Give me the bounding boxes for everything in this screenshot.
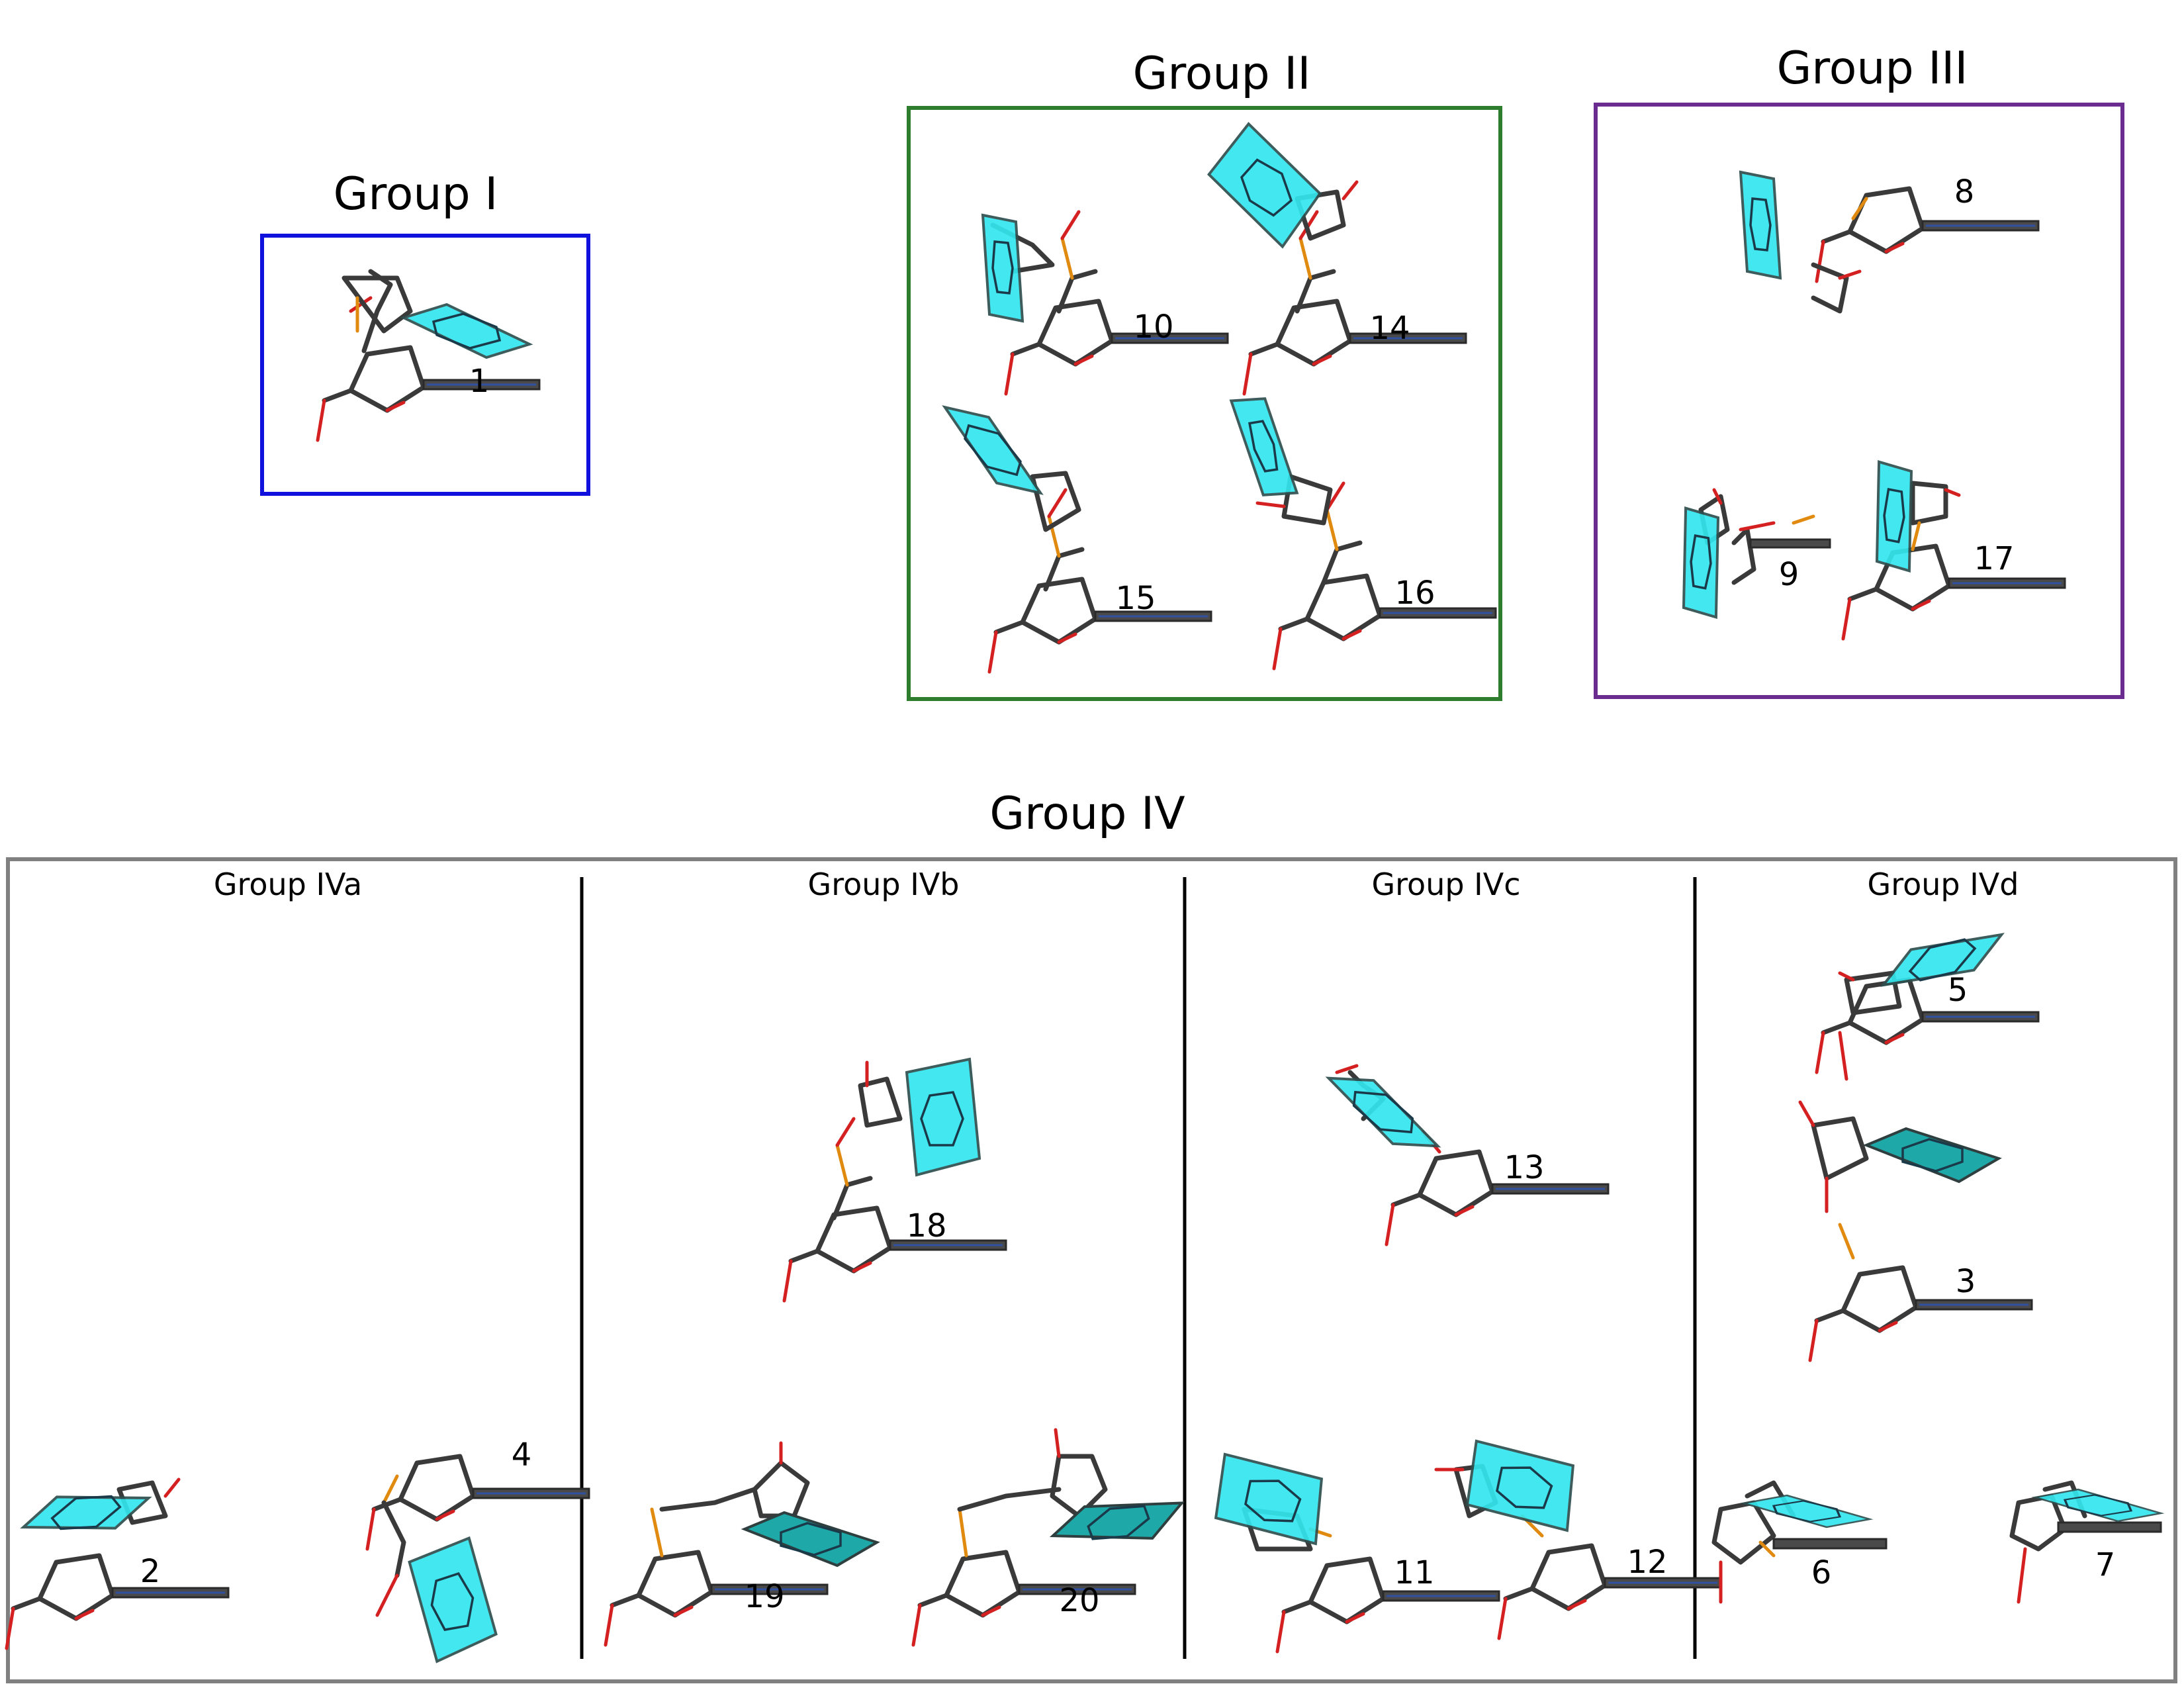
molecule-7: 7 <box>2009 1480 2162 1604</box>
molecule-label-9: 9 <box>1779 556 1799 593</box>
group-i-box <box>260 234 590 496</box>
molecule-20: 20 <box>913 1428 1191 1645</box>
molecule-label-13: 13 <box>1504 1149 1544 1186</box>
molecule-2: 2 <box>7 1460 228 1648</box>
molecule-label-7: 7 <box>2095 1546 2116 1583</box>
molecule-19: 19 <box>606 1441 878 1645</box>
molecule-3: 3 <box>1798 1100 2032 1360</box>
group-iv-box <box>6 857 2177 1683</box>
molecule-label-1: 1 <box>469 363 490 400</box>
molecule-label-3: 3 <box>1956 1263 1976 1300</box>
molecule-label-11: 11 <box>1394 1554 1434 1591</box>
molecule-label-16: 16 <box>1394 575 1435 612</box>
molecule-18: 18 <box>784 1058 1006 1301</box>
molecule-1: 1 <box>318 269 539 440</box>
group-i-title: Group I <box>334 168 498 220</box>
molecule-label-10: 10 <box>1133 308 1173 346</box>
molecule-label-4: 4 <box>512 1436 532 1474</box>
molecule-16: 16 <box>1230 389 1496 669</box>
group-iii-box <box>1594 103 2124 699</box>
molecule-label-8: 8 <box>1954 173 1975 211</box>
group-ivb-title: Group IVb <box>808 867 960 902</box>
molecule-5: 5 <box>1817 900 2038 1081</box>
molecule-12: 12 <box>1434 1430 1721 1638</box>
molecule-4: 4 <box>367 1436 589 1665</box>
group-ivd-title: Group IVd <box>1868 867 2019 902</box>
group-ii-title: Group II <box>1133 48 1311 100</box>
molecule-6: 6 <box>1711 1480 1888 1604</box>
molecule-14: 14 <box>1199 116 1466 394</box>
molecule-label-18: 18 <box>906 1207 946 1244</box>
group-iv-title: Group IV <box>989 788 1185 840</box>
molecule-9: 9 <box>1675 488 1831 619</box>
molecule-label-20: 20 <box>1059 1582 1099 1619</box>
molecule-label-14: 14 <box>1369 310 1410 347</box>
molecule-10: 10 <box>981 212 1228 394</box>
molecule-15: 15 <box>923 394 1211 672</box>
group-ii-box <box>907 106 1502 701</box>
molecule-label-15: 15 <box>1115 580 1156 617</box>
molecule-13: 13 <box>1314 1064 1608 1244</box>
molecule-label-5: 5 <box>1948 972 1968 1009</box>
molecule-label-17: 17 <box>1974 540 2014 577</box>
molecule-label-6: 6 <box>1811 1554 1832 1591</box>
molecule-label-19: 19 <box>744 1578 784 1615</box>
molecule-8: 8 <box>1739 171 2038 314</box>
group-iva-title: Group IVa <box>214 867 362 902</box>
group-ivc-title: Group IVc <box>1372 867 1521 902</box>
molecule-label-2: 2 <box>140 1553 161 1590</box>
molecule-11: 11 <box>1202 1443 1499 1652</box>
group-iii-title: Group III <box>1777 42 1968 95</box>
molecule-17: 17 <box>1843 460 2065 639</box>
molecule-label-12: 12 <box>1627 1544 1667 1581</box>
